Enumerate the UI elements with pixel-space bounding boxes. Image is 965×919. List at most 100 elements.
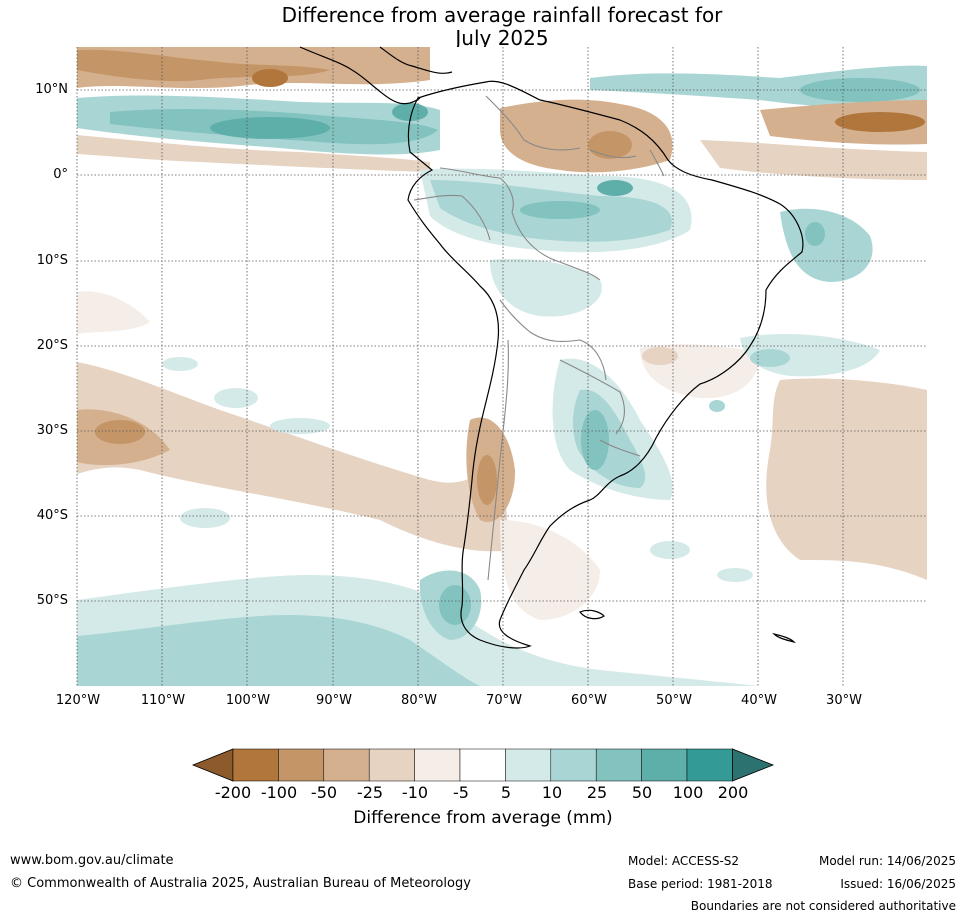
lon-label-110w: 110°W xyxy=(140,693,186,708)
wet-central-brazil xyxy=(490,258,602,317)
central-america-coastline xyxy=(299,46,421,105)
lat-label-50s: 50°S xyxy=(36,593,68,608)
colorbar-swatch xyxy=(414,748,461,782)
footer-issued: Issued: 16/06/2025 xyxy=(840,877,956,891)
colorbar-swatch xyxy=(368,748,415,782)
footer-model: Model: ACCESS-S2 xyxy=(628,854,740,868)
colorbar-swatch xyxy=(459,748,506,782)
colorbar-arrow-low xyxy=(191,748,234,782)
footer-disclaimer: Boundaries are not considered authoritat… xyxy=(690,899,956,913)
dry-core-central-chile xyxy=(477,455,497,505)
lon-label-40w: 40°W xyxy=(741,693,777,708)
lat-label-10n: 10°N xyxy=(35,82,68,97)
border-chile-argentina xyxy=(487,339,509,581)
south-america-coastline xyxy=(407,80,804,649)
lon-label-60w: 60°W xyxy=(571,693,607,708)
lon-label-90w: 90°W xyxy=(316,693,352,708)
falklands xyxy=(579,609,605,620)
lat-label-eq: 0° xyxy=(53,167,68,182)
wet-patch-5 xyxy=(650,541,690,559)
south-georgia xyxy=(772,632,796,644)
border-uruguay xyxy=(599,439,641,457)
footer-base-period: Base period: 1981-2018 xyxy=(628,877,773,891)
colorbar-tick: 50 xyxy=(631,783,653,802)
wet-peak-panama xyxy=(392,103,428,121)
colorbar-swatch xyxy=(323,748,370,782)
colorbar-tick: -10 xyxy=(401,783,429,802)
lon-label-70w: 70°W xyxy=(486,693,522,708)
dry-spot-90w xyxy=(252,69,288,87)
caribbean-coastline xyxy=(379,46,453,74)
lat-label-20s: 20°S xyxy=(36,338,68,353)
dry-south-pacific xyxy=(77,362,510,552)
dry-band-eq-pacific xyxy=(77,135,430,172)
gridlines xyxy=(76,47,927,686)
wet-ne-brazil xyxy=(780,208,873,282)
wet-peak-amazon xyxy=(520,201,600,219)
colorbar-tick: -100 xyxy=(260,783,298,802)
lon-label-80w: 80°W xyxy=(401,693,437,708)
colorbar-swatch xyxy=(278,748,325,782)
wet-patch-4 xyxy=(180,508,230,528)
colorbar-tick: 200 xyxy=(717,783,749,802)
footer-url[interactable]: www.bom.gov.au/climate xyxy=(10,853,174,868)
wet-core-ne-brazil xyxy=(805,222,825,246)
dry-spot-brazil-interior xyxy=(642,347,678,365)
colorbar-swatch xyxy=(550,748,597,782)
wet-peak-amazon-mouth xyxy=(597,180,633,196)
border-paraguay xyxy=(559,359,625,435)
lon-label-30w: 30°W xyxy=(826,693,862,708)
lat-label-10s: 10°S xyxy=(36,253,68,268)
dry-spot-south-pacific xyxy=(95,420,145,444)
border-guianas xyxy=(589,149,665,177)
colorbar-tick: 10 xyxy=(541,783,563,802)
colorbar-tick: -200 xyxy=(214,783,252,802)
colorbar-title: Difference from average (mm) xyxy=(353,808,613,828)
country-borders xyxy=(413,95,665,581)
title-line-1: Difference from average rainfall forecas… xyxy=(281,3,723,27)
border-ecuador-peru xyxy=(413,194,491,241)
lat-label-40s: 40°S xyxy=(36,508,68,523)
wet-core-se-brazil xyxy=(750,349,790,367)
colorbar-swatch xyxy=(641,748,688,782)
border-colombia xyxy=(439,167,514,213)
border-bolivia xyxy=(499,299,607,381)
wet-patch-7 xyxy=(709,400,725,412)
lon-label-100w: 100°W xyxy=(225,693,271,708)
dry-south-atlantic xyxy=(766,378,927,580)
border-venezuela xyxy=(485,95,581,151)
coastlines xyxy=(299,46,804,649)
wet-peak-pacific xyxy=(210,117,330,139)
wet-patch-2 xyxy=(214,388,258,408)
colorbar-arrow-high xyxy=(732,748,775,782)
lon-label-120w: 120°W xyxy=(55,693,101,708)
dry-patagonia xyxy=(500,520,600,620)
rainfall-anomaly-field xyxy=(77,47,927,686)
colorbar xyxy=(191,748,775,782)
dry-south-pacific-west xyxy=(77,291,150,334)
colorbar-swatch xyxy=(686,748,733,782)
wet-southern-ocean-core xyxy=(77,615,480,686)
lon-label-50w: 50°W xyxy=(656,693,692,708)
wet-patch-6 xyxy=(717,568,753,582)
dry-core-atlantic xyxy=(835,112,925,132)
dry-core-venezuela xyxy=(588,131,632,159)
colorbar-tick: 5 xyxy=(500,783,512,802)
footer-copyright: © Commonwealth of Australia 2025, Austra… xyxy=(10,876,471,891)
footer-model-run: Model run: 14/06/2025 xyxy=(818,854,956,868)
colorbar-tick: 25 xyxy=(586,783,608,802)
colorbar-tick: 100 xyxy=(672,783,704,802)
dry-northern-sa xyxy=(500,99,673,173)
border-peru-brazil xyxy=(511,211,601,281)
wet-patch-3 xyxy=(270,418,330,434)
colorbar-tick: -5 xyxy=(453,783,469,802)
dry-band-atlantic-south xyxy=(700,140,927,180)
wet-peak-south-chile xyxy=(439,585,471,625)
chart-title: Difference from average rainfall forecas… xyxy=(77,4,927,50)
lat-label-30s: 30°S xyxy=(36,423,68,438)
wet-core-atlantic xyxy=(800,78,920,102)
title-line-2: July 2025 xyxy=(455,26,549,50)
colorbar-tick: -25 xyxy=(356,783,384,802)
colorbar-swatch xyxy=(595,748,642,782)
